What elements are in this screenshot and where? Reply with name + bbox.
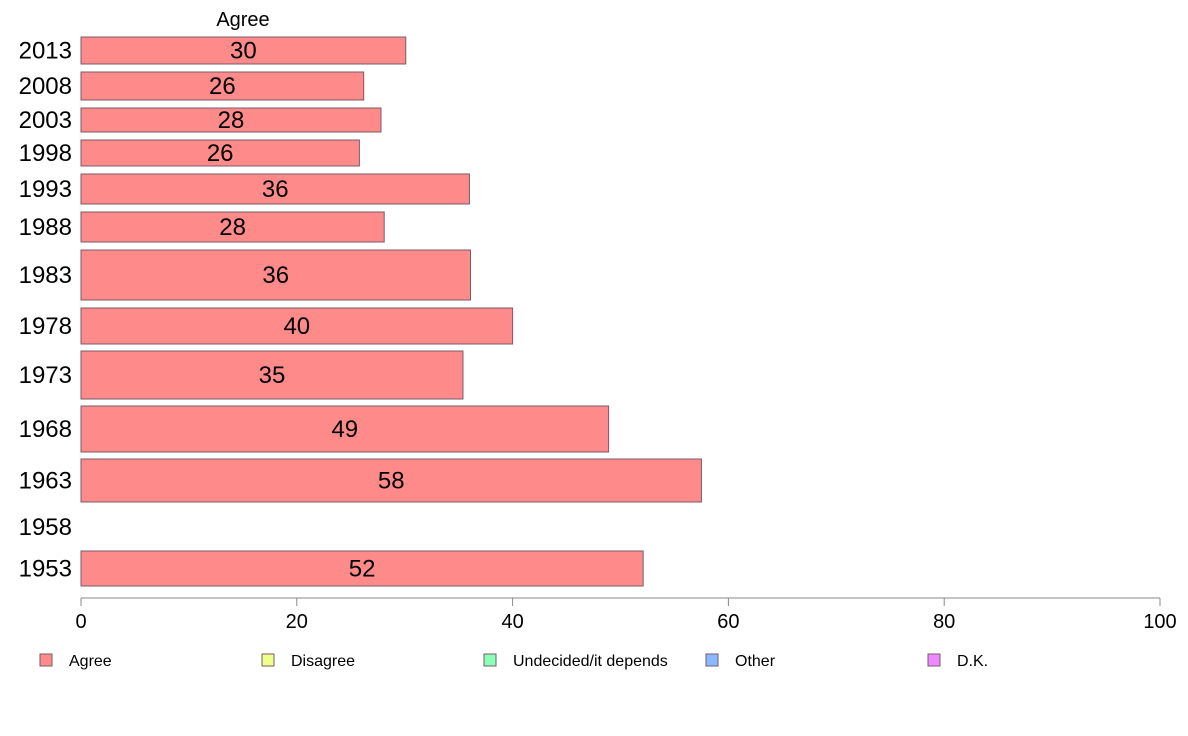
- data-label-1973: 35: [259, 362, 286, 389]
- legend-swatch-undecided-it-depends: [483, 653, 497, 667]
- panel-header: Agree: [216, 9, 269, 31]
- x-tick-label-80: 80: [933, 611, 955, 633]
- bar-1973: [80, 350, 464, 400]
- x-axis: 0 20 40 60 80 100: [75, 597, 1177, 633]
- bar-1998: [80, 139, 360, 167]
- category-label-2003: 2003: [19, 107, 72, 134]
- data-label-1993: 36: [262, 176, 289, 203]
- bar-1978: [80, 307, 514, 345]
- x-tick-label-60: 60: [717, 611, 739, 633]
- legend-swatch-disagree: [261, 653, 275, 667]
- category-label-2013: 2013: [19, 38, 72, 65]
- legend-label-disagree: Disagree: [291, 653, 355, 670]
- bars-group: [80, 36, 702, 587]
- category-label-1988: 1988: [19, 214, 72, 241]
- data-label-2013: 30: [230, 38, 257, 65]
- data-label-1988: 28: [219, 214, 246, 241]
- bar-2013: [80, 36, 407, 65]
- bar-2008: [80, 71, 365, 101]
- data-label-1953: 52: [349, 556, 376, 583]
- legend-label-agree: Agree: [69, 653, 112, 670]
- data-label-1998: 26: [207, 140, 234, 167]
- category-label-1983: 1983: [19, 262, 72, 289]
- category-label-1973: 1973: [19, 362, 72, 389]
- category-label-1963: 1963: [19, 468, 72, 495]
- category-label-1978: 1978: [19, 313, 72, 340]
- category-label-2008: 2008: [19, 73, 72, 100]
- legend-swatch-d-k: [927, 653, 941, 667]
- category-label-1958: 1958: [19, 514, 72, 541]
- legend: Agree Disagree Undecided/it depends Other D.…: [39, 653, 988, 670]
- legend-label-other: Other: [735, 653, 776, 670]
- data-label-2003: 28: [218, 107, 245, 134]
- category-label-1953: 1953: [19, 556, 72, 583]
- bar-1968: [80, 405, 610, 453]
- legend-label-undecided-it-depends: Undecided/it depends: [513, 653, 668, 670]
- value-labels: 30 26 28 26 36 28 36 40 35 49 58 52: [207, 38, 405, 583]
- legend-swatch-other: [705, 653, 719, 667]
- x-tick-label-0: 0: [75, 611, 86, 633]
- category-label-1993: 1993: [19, 176, 72, 203]
- category-labels: 2013 2008 2003 1998 1993 1988 1983 1978 1973 1968…: [19, 38, 72, 583]
- data-label-1963: 58: [378, 468, 405, 495]
- bar-1988: [80, 211, 385, 243]
- data-label-1983: 36: [262, 262, 289, 289]
- bar-1963: [80, 458, 702, 503]
- data-label-1978: 40: [283, 313, 310, 340]
- category-label-1998: 1998: [19, 140, 72, 167]
- bar-1993: [80, 173, 470, 205]
- x-tick-label-20: 20: [286, 611, 308, 633]
- data-label-2008: 26: [209, 73, 236, 100]
- data-label-1968: 49: [331, 416, 358, 443]
- legend-swatch-agree: [39, 653, 53, 667]
- x-tick-label-100: 100: [1143, 611, 1176, 633]
- bar-1953: [80, 550, 644, 587]
- category-label-1968: 1968: [19, 416, 72, 443]
- bar-1983: [80, 249, 472, 301]
- bar-2003: [80, 107, 382, 133]
- x-tick-label-40: 40: [501, 611, 523, 633]
- legend-label-d-k: D.K.: [957, 653, 988, 670]
